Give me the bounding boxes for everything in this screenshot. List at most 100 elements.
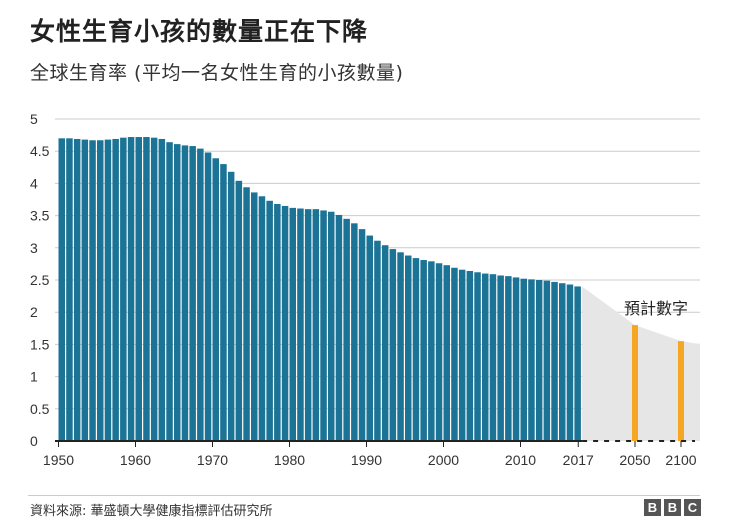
bar [343, 218, 350, 441]
bar [320, 210, 327, 441]
projection-area [582, 286, 700, 441]
fertility-chart: 00.511.522.533.544.55 1950 1960 1970 1980 19… [30, 111, 700, 468]
bar [127, 137, 135, 442]
bar [166, 142, 173, 441]
bar [435, 263, 443, 441]
bar [89, 140, 96, 441]
x-tick-label: 2050 [619, 452, 650, 468]
bar [351, 223, 358, 441]
projection-bars [632, 325, 684, 441]
bar [366, 235, 373, 441]
bar [251, 192, 258, 441]
y-tick-label: 4 [30, 175, 38, 191]
y-tick-label: 2.5 [30, 272, 50, 288]
x-tick-label: 2010 [505, 452, 536, 468]
y-tick-label: 5 [30, 111, 38, 127]
bar [312, 209, 320, 441]
bar [451, 267, 458, 441]
bar [474, 272, 481, 441]
x-tick-label: 1980 [274, 452, 305, 468]
y-tick-label: 2 [30, 304, 38, 320]
footer-divider [28, 495, 700, 496]
y-tick-label: 4.5 [30, 143, 50, 159]
y-tick-label: 0 [30, 433, 38, 449]
bar [381, 245, 389, 441]
source-note: 資料來源: 華盛頓大學健康指標評估研究所 [30, 504, 273, 519]
projection-bar [632, 325, 638, 441]
bar [274, 204, 281, 441]
bar [389, 249, 397, 441]
bar [497, 275, 504, 441]
bar [328, 211, 335, 441]
bar [73, 138, 81, 442]
bar [566, 284, 574, 441]
bar [58, 138, 65, 441]
bar [235, 180, 243, 441]
bar [204, 152, 212, 441]
bar [220, 164, 227, 441]
bar [197, 148, 204, 441]
bar [520, 278, 527, 441]
bar [297, 208, 304, 441]
logo-letter: C [684, 499, 701, 516]
bar [358, 229, 366, 441]
bar [243, 187, 250, 441]
y-tick-label: 1 [30, 369, 38, 385]
bar [212, 158, 219, 441]
bar [227, 171, 235, 442]
bar [174, 144, 181, 441]
bar [181, 145, 189, 442]
bar [512, 277, 520, 441]
projection-annotation: 預計數字 [624, 299, 688, 318]
bar [528, 279, 535, 441]
bar [489, 274, 497, 441]
bar [281, 205, 289, 441]
bar [428, 261, 435, 441]
x-tick-label: 2100 [665, 452, 696, 468]
bar [120, 137, 127, 441]
bar [559, 283, 566, 441]
bar [443, 265, 450, 441]
y-tick-label: 3.5 [30, 208, 50, 224]
x-tick-label: 1970 [197, 452, 228, 468]
x-tick-label: 2000 [428, 452, 459, 468]
bar [482, 273, 489, 441]
bar [97, 140, 104, 441]
y-tick-label: 1.5 [30, 336, 50, 352]
bbc-logo: B B C [644, 499, 701, 516]
bars [58, 137, 581, 442]
bar [335, 214, 343, 441]
bar [543, 280, 551, 441]
bar [258, 196, 266, 441]
bar [405, 255, 412, 441]
y-axis-tick-labels: 0 0.5 1 1.5 2 2.5 3 3.5 4 4.5 5 [30, 111, 50, 449]
projection-bar [678, 341, 684, 441]
bar [412, 258, 420, 441]
bar [189, 146, 196, 441]
bar [66, 138, 73, 441]
x-tick-label: 1950 [43, 452, 74, 468]
logo-letter: B [664, 499, 681, 516]
bar [397, 252, 404, 441]
bar [158, 138, 166, 442]
bar [143, 137, 150, 442]
bar [574, 286, 581, 441]
bar [266, 200, 273, 441]
bar [304, 209, 312, 441]
x-tick-label: 1960 [120, 452, 151, 468]
bar [458, 269, 466, 441]
bar [135, 137, 142, 442]
x-axis-ticks: 1950 1960 1970 1980 1990 2000 2010 2017 2050 2100 [43, 441, 697, 468]
x-tick-label: 1990 [351, 452, 382, 468]
bar [112, 138, 119, 442]
y-tick-label: 0.5 [30, 401, 50, 417]
bar [81, 139, 89, 441]
chart-title: 女性生育小孩的數量正在下降 [30, 17, 369, 46]
bar [374, 240, 381, 441]
y-tick-label: 3 [30, 240, 38, 256]
x-tick-label: 2017 [563, 452, 594, 468]
bar [289, 207, 296, 441]
bar [505, 276, 512, 441]
bar [150, 137, 158, 441]
logo-letter: B [644, 499, 661, 516]
